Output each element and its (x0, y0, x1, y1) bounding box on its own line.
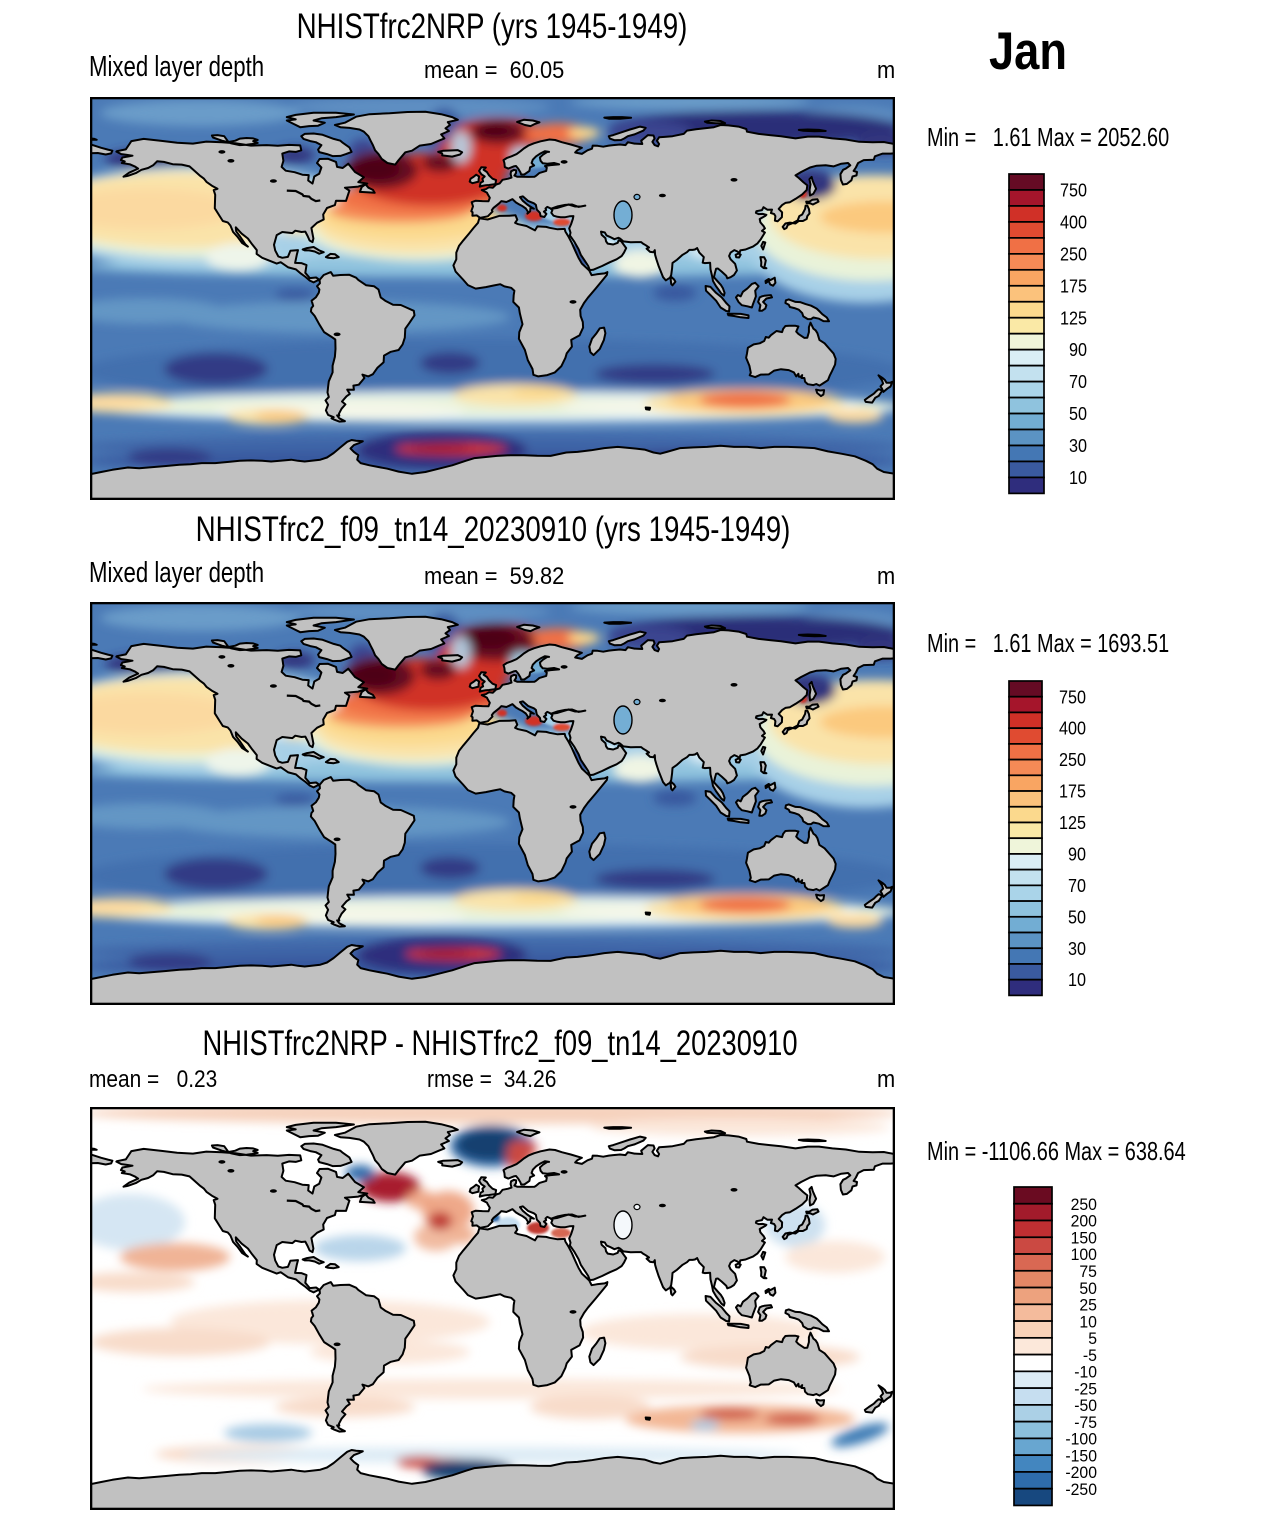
svg-text:125: 125 (1059, 813, 1086, 833)
svg-text:90: 90 (1068, 845, 1086, 865)
svg-text:-5: -5 (1083, 1346, 1097, 1365)
svg-text:-250: -250 (1065, 1480, 1097, 1499)
svg-text:750: 750 (1060, 181, 1087, 201)
svg-text:-50: -50 (1074, 1396, 1097, 1415)
svg-text:-75: -75 (1074, 1413, 1097, 1432)
svg-text:-25: -25 (1074, 1379, 1097, 1398)
svg-text:-200: -200 (1065, 1463, 1097, 1482)
svg-text:90: 90 (1069, 340, 1087, 360)
svg-text:25: 25 (1079, 1296, 1097, 1315)
svg-text:250: 250 (1071, 1195, 1097, 1214)
svg-text:250: 250 (1060, 244, 1087, 264)
svg-text:10: 10 (1068, 970, 1086, 990)
svg-text:70: 70 (1068, 876, 1086, 896)
svg-text:-150: -150 (1065, 1446, 1097, 1465)
svg-text:750: 750 (1059, 687, 1086, 707)
svg-text:125: 125 (1060, 308, 1087, 328)
svg-text:75: 75 (1079, 1262, 1097, 1281)
svg-text:100: 100 (1071, 1245, 1097, 1264)
svg-text:200: 200 (1071, 1212, 1097, 1231)
svg-text:250: 250 (1059, 750, 1086, 770)
svg-text:50: 50 (1079, 1279, 1097, 1298)
svg-text:50: 50 (1069, 404, 1087, 424)
svg-text:5: 5 (1088, 1329, 1097, 1348)
svg-text:-100: -100 (1065, 1430, 1097, 1449)
svg-text:175: 175 (1059, 782, 1086, 802)
svg-text:400: 400 (1059, 719, 1086, 739)
svg-text:30: 30 (1068, 939, 1086, 959)
svg-text:175: 175 (1060, 276, 1087, 296)
svg-text:150: 150 (1071, 1229, 1097, 1248)
svg-text:400: 400 (1060, 213, 1087, 233)
svg-text:50: 50 (1068, 907, 1086, 927)
svg-text:10: 10 (1079, 1312, 1097, 1331)
svg-text:10: 10 (1069, 468, 1087, 488)
svg-text:-10: -10 (1074, 1363, 1097, 1382)
svg-text:70: 70 (1069, 372, 1087, 392)
svg-text:30: 30 (1069, 436, 1087, 456)
